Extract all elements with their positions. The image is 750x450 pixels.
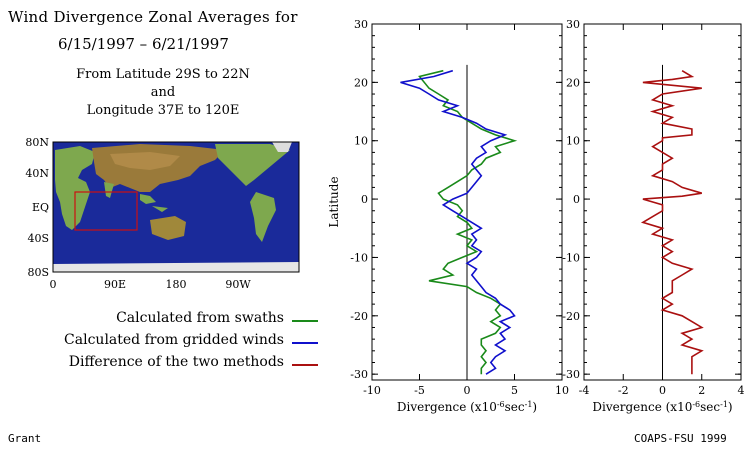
map-lon-label: 90E xyxy=(104,278,126,290)
map-lat-label: 80N xyxy=(25,136,49,149)
author-credit: Grant xyxy=(8,432,42,445)
x-tick-label: -5 xyxy=(414,384,425,397)
legend-label: Calculated from swaths xyxy=(116,310,284,326)
x-tick-label: -4 xyxy=(579,384,590,397)
region-box xyxy=(74,191,138,231)
y-tick-label: -10 xyxy=(562,251,580,264)
x-tick-label: -2 xyxy=(618,384,629,397)
map-lat-label: EQ xyxy=(32,201,49,214)
region-line-3: Longitude 37E to 120E xyxy=(86,103,240,118)
org-credit: COAPS-FSU 1999 xyxy=(634,432,727,445)
region-line-2: and xyxy=(150,85,176,100)
map-landmasses xyxy=(53,142,299,272)
x-tick-label: 0 xyxy=(659,384,666,397)
y-tick-label: -20 xyxy=(562,310,580,323)
x-tick-label: 4 xyxy=(738,384,745,397)
series-line xyxy=(400,69,516,375)
map-lat-label: 80S xyxy=(27,266,49,279)
y-tick-label: 0 xyxy=(573,193,580,206)
x-tick-label: 2 xyxy=(698,384,705,397)
legend-item-difference: Difference of the two methods xyxy=(8,352,328,374)
map-lat-label: 40N xyxy=(25,167,49,180)
legend: Calculated from swaths Calculated from g… xyxy=(8,308,328,374)
x-axis-label: Divergence (x10-6sec-1) xyxy=(592,400,732,414)
region-line-1: From Latitude 29S to 22N xyxy=(76,67,250,82)
y-tick-label: 0 xyxy=(361,193,368,206)
map-lat-label: 40S xyxy=(27,232,49,245)
y-tick-label: 20 xyxy=(566,76,580,89)
x-tick-label: -10 xyxy=(363,384,381,397)
x-tick-label: 5 xyxy=(511,384,518,397)
map-lon-label: 90W xyxy=(225,278,251,290)
y-tick-label: -10 xyxy=(350,251,368,264)
legend-label: Difference of the two methods xyxy=(68,354,284,370)
y-tick-label: 30 xyxy=(566,18,580,31)
legend-label: Calculated from gridded winds xyxy=(64,332,284,348)
chart-title: Wind Divergence Zonal Averages for xyxy=(8,8,298,26)
y-tick-label: -30 xyxy=(350,368,368,381)
y-tick-label: 30 xyxy=(354,18,368,31)
series-line xyxy=(418,69,518,375)
y-tick-label: 20 xyxy=(354,76,368,89)
x-axis-label: Divergence (x10-6sec-1) xyxy=(397,400,537,414)
legend-swatch xyxy=(292,364,318,366)
y-tick-label: -30 xyxy=(562,368,580,381)
y-tick-label: -20 xyxy=(350,310,368,323)
x-tick-label: 10 xyxy=(555,384,569,397)
legend-item-swaths: Calculated from swaths xyxy=(8,308,328,330)
map-lon-label: 180 xyxy=(166,278,187,290)
series-line xyxy=(640,70,704,375)
date-range: 6/15/1997 – 6/21/1997 xyxy=(58,35,229,53)
chart-panel: -30 -20 -10 0 10 20 30 -10 -5 0 5 10 Divergence (x10… xyxy=(327,18,569,414)
plot-frame xyxy=(371,23,563,381)
map-lon-label: 0 xyxy=(50,278,57,290)
y-tick-label: 10 xyxy=(566,135,580,148)
y-tick-label: 10 xyxy=(354,135,368,148)
legend-swatch xyxy=(292,320,318,322)
plot-frame xyxy=(583,23,742,381)
legend-item-gridded: Calculated from gridded winds xyxy=(8,330,328,352)
y-axis-label: Latitude xyxy=(327,176,341,227)
legend-swatch xyxy=(292,342,318,344)
x-tick-label: 0 xyxy=(464,384,471,397)
